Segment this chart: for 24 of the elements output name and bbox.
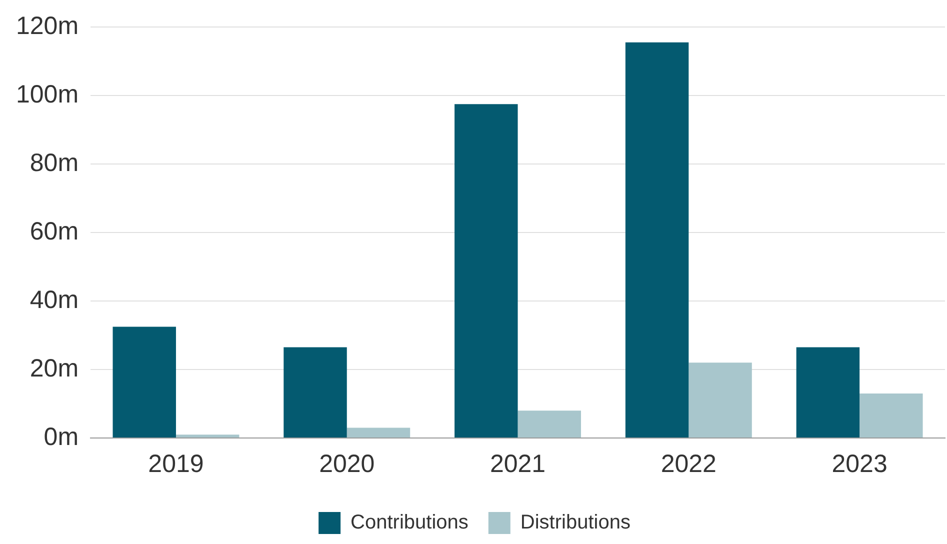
bar [796,347,860,438]
y-tick-label: 40m [30,286,79,314]
legend-label: Contributions [350,512,468,534]
bar [625,42,689,438]
y-tick-label: 20m [30,354,79,382]
bar [454,104,518,438]
y-tick-label: 120m [16,12,79,40]
y-tick-label: 80m [30,148,79,177]
x-tick-label: 2019 [148,450,204,478]
bar [346,428,410,438]
x-tick-label: 2020 [319,450,375,478]
x-tick-label: 2023 [832,450,888,478]
bar [518,410,581,438]
bar [176,434,240,438]
y-tick-label: 60m [30,217,79,246]
x-tick-label: 2021 [490,450,546,478]
bar [688,362,752,438]
bar [284,347,347,438]
legend-label: Distributions [520,512,630,534]
bar [112,326,176,438]
y-tick-label: 0m [44,422,79,451]
y-tick-label: 100m [16,80,79,108]
x-tick-label: 2022 [660,450,716,478]
bar [860,393,923,438]
